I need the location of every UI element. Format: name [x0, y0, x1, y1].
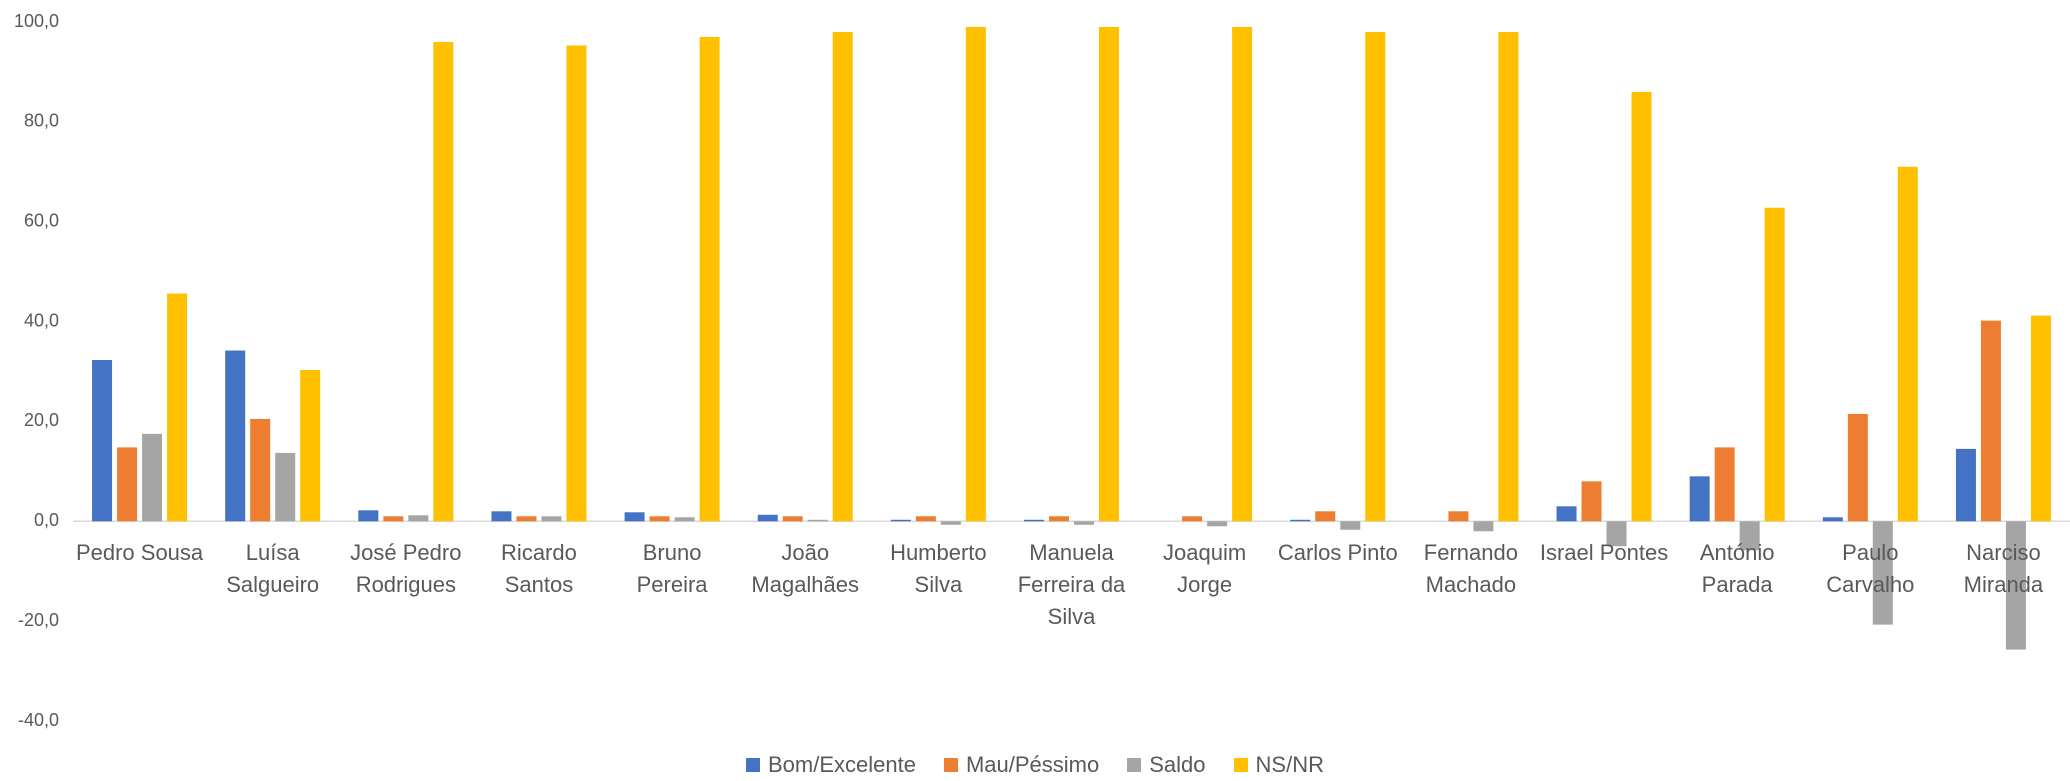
bar — [1024, 519, 1044, 522]
bar — [1232, 26, 1253, 522]
legend-swatch — [746, 758, 760, 772]
y-tick-label: 80,0 — [24, 111, 59, 131]
bar — [358, 510, 379, 522]
bar — [1340, 521, 1361, 530]
bar — [2030, 315, 2051, 522]
bar — [1739, 521, 1760, 551]
bar — [2005, 521, 2026, 650]
bar — [1473, 521, 1494, 532]
bar — [225, 350, 246, 522]
legend-label: Bom/Excelente — [768, 752, 916, 777]
x-tick-label: Humberto Silva — [890, 540, 987, 598]
x-tick-label: Luísa Salgueiro — [226, 540, 320, 598]
x-tick-label: António Parada — [1699, 540, 1775, 598]
bar — [699, 36, 720, 522]
x-tick-label: João Magalhães — [751, 540, 860, 598]
legend-swatch — [943, 758, 958, 772]
bar — [1714, 447, 1735, 522]
bar — [965, 26, 986, 522]
bar — [1448, 511, 1469, 522]
bar — [433, 41, 454, 522]
bar — [516, 516, 537, 522]
bar — [383, 516, 404, 522]
bar — [1955, 448, 1976, 522]
bar — [250, 418, 271, 522]
bar — [1365, 31, 1386, 522]
legend-label: Mau/Péssimo — [965, 752, 1100, 777]
x-tick-label: Joaquim Jorge — [1163, 540, 1247, 598]
bar — [167, 293, 188, 522]
bar — [1290, 519, 1311, 522]
legend-label: Saldo — [1149, 752, 1206, 777]
bar — [117, 447, 138, 522]
legend: Bom/Excelente Mau/Péssimo Saldo NS/NR — [0, 752, 2070, 778]
x-tick-label: Bruno Pereira — [636, 540, 708, 598]
bar — [1897, 166, 1918, 522]
bar — [1099, 26, 1119, 522]
y-tick-label: 40,0 — [24, 310, 59, 330]
x-tick-label: Manuela Ferreira da Silva — [1017, 540, 1126, 630]
legend-label: NS/NR — [1255, 752, 1324, 777]
bar — [1980, 320, 2001, 522]
bar — [832, 31, 853, 522]
legend-item: Bom/Excelente — [746, 752, 916, 778]
bar — [1822, 517, 1843, 522]
bar — [1074, 521, 1094, 525]
y-tick-label: 60,0 — [24, 210, 59, 230]
bar — [491, 511, 512, 522]
legend-item: NS/NR — [1233, 752, 1324, 778]
bar — [1498, 31, 1519, 522]
x-tick-label: Paulo Carvalho — [1826, 540, 1915, 598]
bar — [300, 370, 321, 522]
y-tick-label: 100,0 — [14, 11, 59, 31]
bar — [1606, 521, 1627, 547]
bar — [649, 516, 670, 522]
bar — [1689, 476, 1710, 522]
legend-swatch — [1127, 758, 1142, 772]
bar — [1556, 506, 1577, 522]
legend-swatch — [1233, 758, 1248, 772]
bar — [1631, 91, 1652, 522]
bar — [674, 517, 695, 522]
x-tick-label: Israel Pontes — [1539, 540, 1669, 566]
x-tick-label: Narciso Miranda — [1963, 540, 2044, 598]
bar — [890, 519, 911, 522]
x-tick-label: Carlos Pinto — [1277, 540, 1398, 566]
bar — [1847, 413, 1868, 522]
x-tick-label: Pedro Sousa — [75, 540, 204, 566]
y-tick-label: -40,0 — [18, 710, 59, 730]
y-tick-label: -20,0 — [18, 610, 59, 630]
bar — [1049, 516, 1069, 522]
bar — [1315, 511, 1336, 522]
bar — [782, 516, 803, 522]
x-tick-label: Fernando Machado — [1423, 540, 1518, 598]
legend-item: Mau/Péssimo — [943, 752, 1100, 778]
x-tick-label: Ricardo Santos — [501, 540, 577, 598]
bar — [757, 514, 778, 522]
legend-item: Saldo — [1127, 752, 1206, 778]
bar — [1581, 481, 1602, 522]
bar — [408, 515, 429, 522]
bar — [541, 516, 562, 522]
bar — [940, 521, 961, 525]
bar — [915, 516, 936, 522]
bar — [624, 512, 645, 522]
x-tick-label: José Pedro Rodrigues — [350, 540, 462, 598]
bar — [142, 433, 163, 522]
bar — [1764, 207, 1785, 522]
y-tick-label: 20,0 — [24, 410, 59, 430]
y-tick-label: 0,0 — [34, 510, 59, 530]
bar — [566, 45, 587, 522]
bar — [1207, 521, 1228, 527]
bar — [1182, 516, 1203, 522]
bar — [1872, 521, 1893, 625]
bar — [807, 519, 828, 522]
bar — [92, 360, 113, 522]
bar — [275, 452, 296, 522]
